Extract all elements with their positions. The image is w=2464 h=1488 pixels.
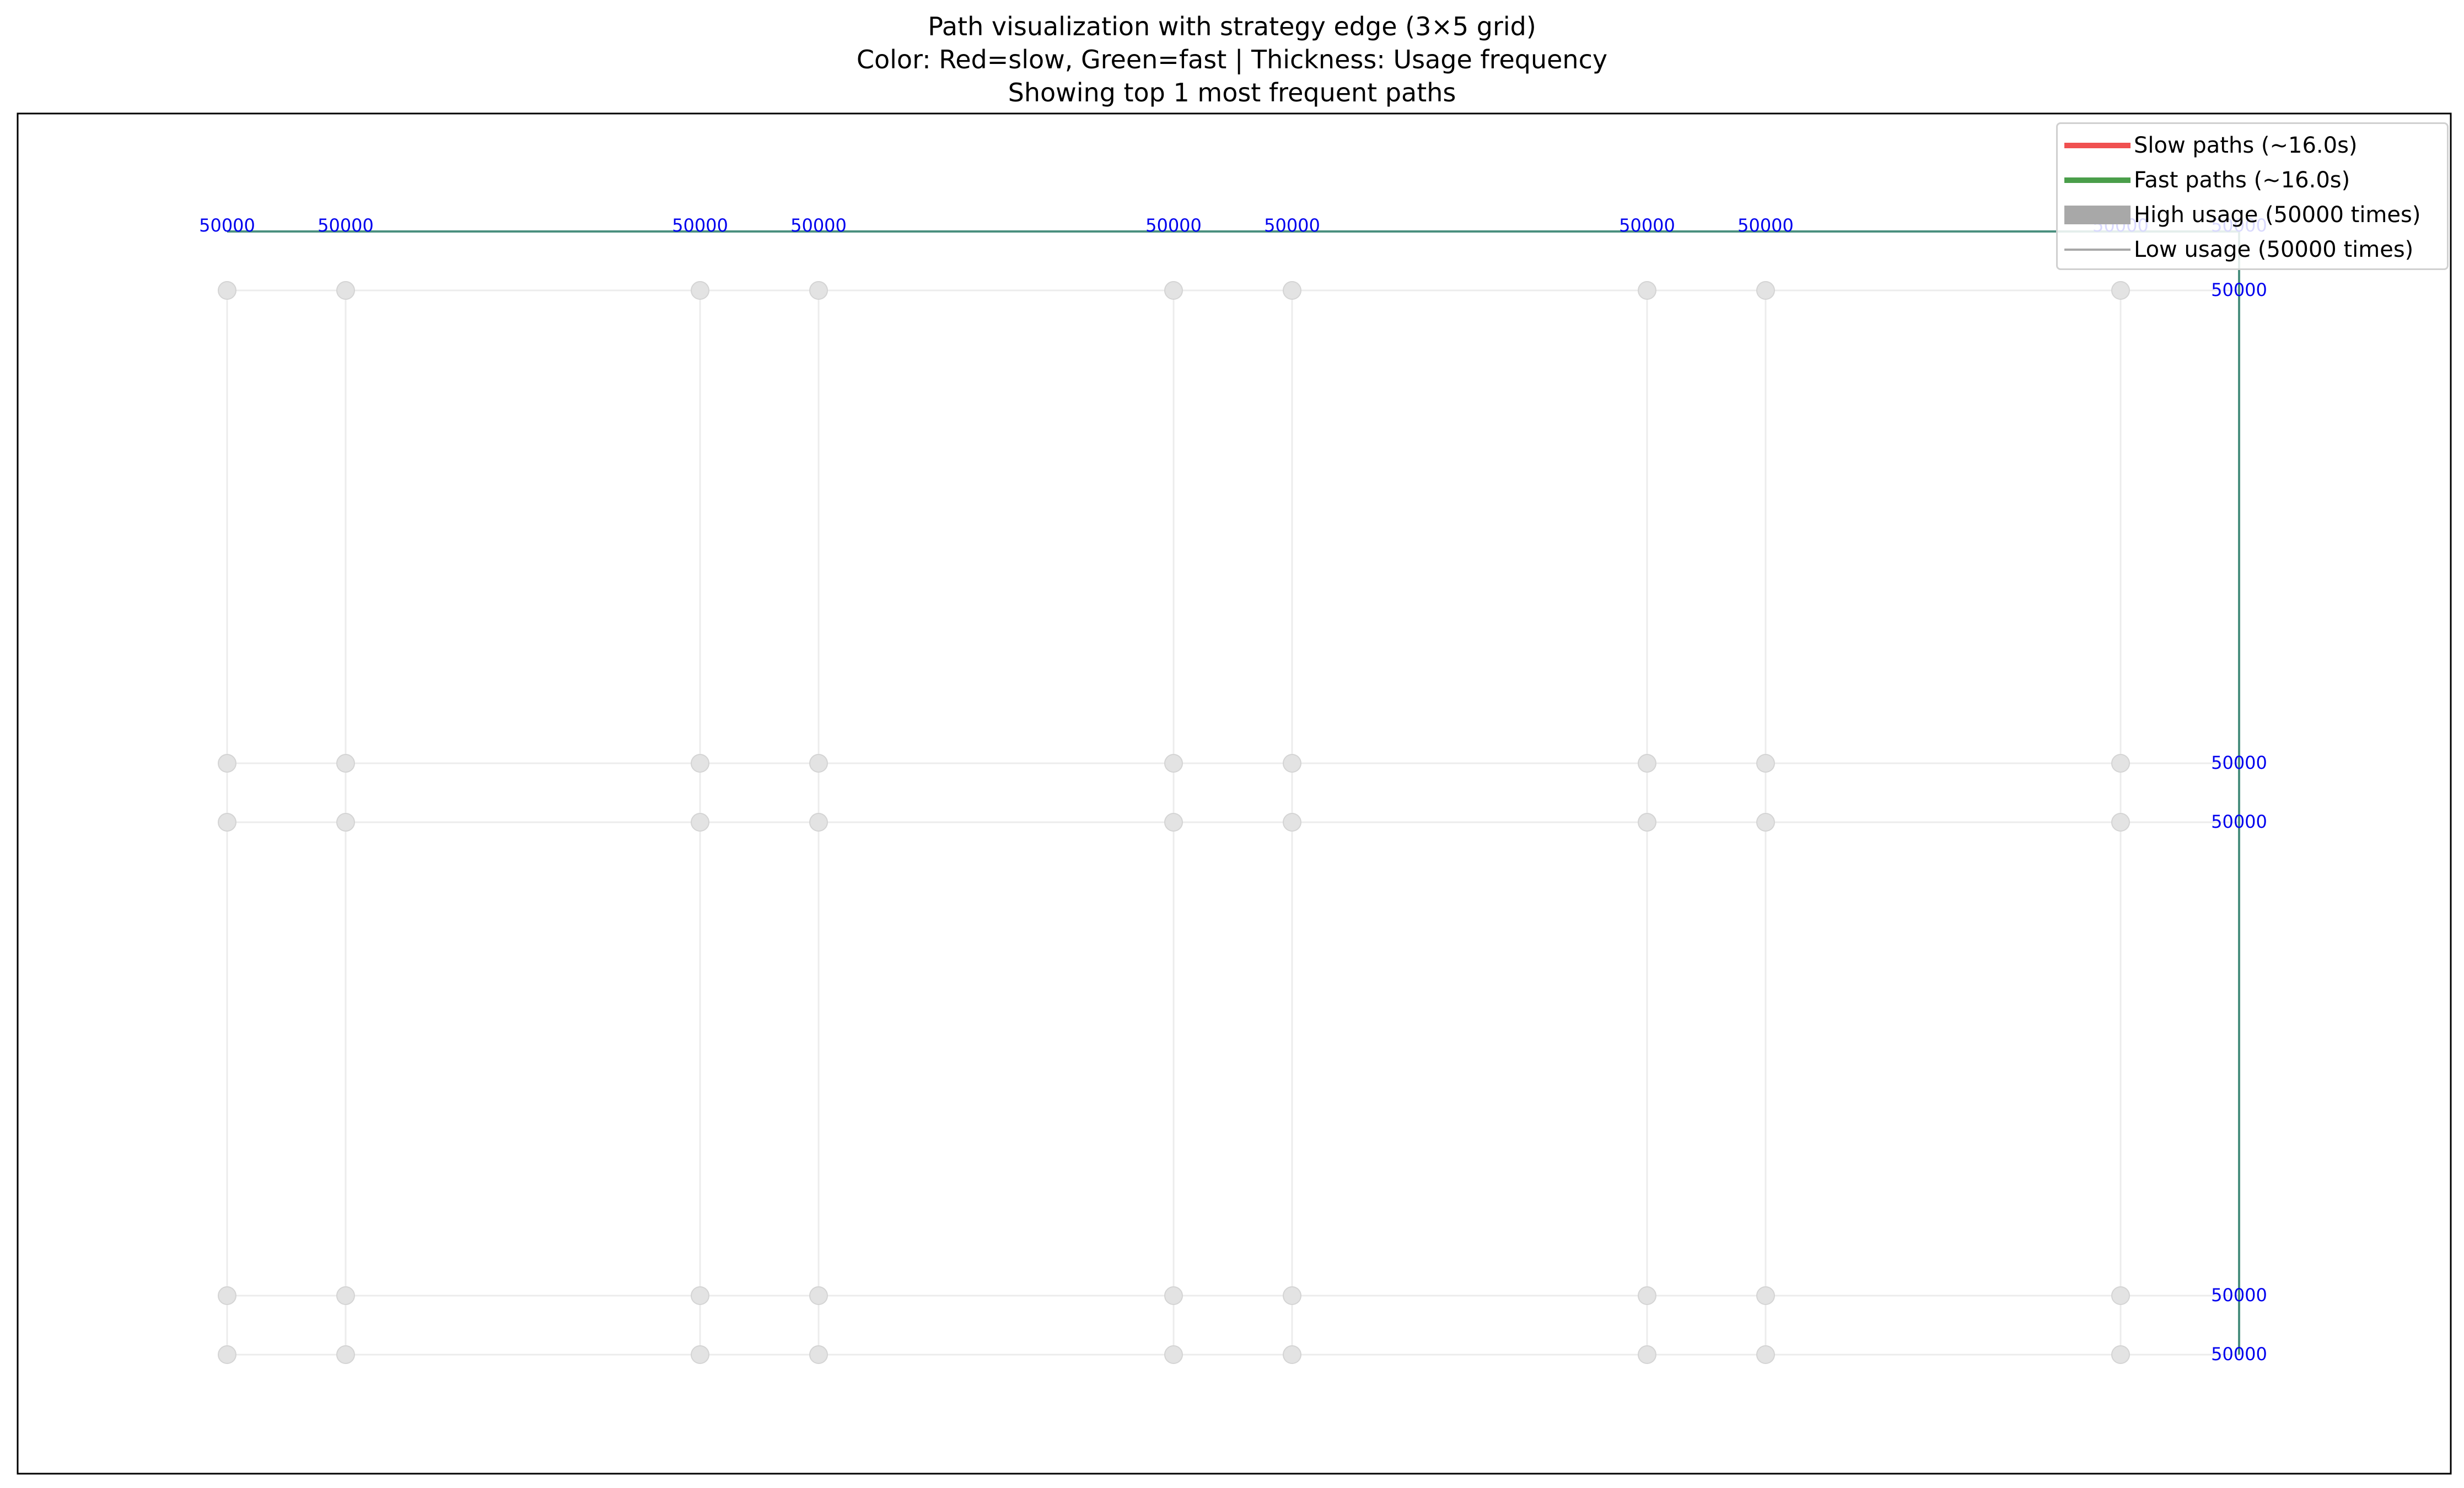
edge-label-top-2: 50000: [318, 215, 374, 236]
edge-label-right-4: 50000: [2211, 1285, 2267, 1306]
node-r2-c1: [218, 754, 236, 773]
legend-label-slow: Slow paths (~16.0s): [2134, 133, 2358, 158]
edge-label-top-7: 50000: [1619, 215, 1675, 236]
node-r1-c1: [218, 281, 236, 300]
legend-entry-high: High usage (50000 times): [2058, 198, 2447, 232]
legend-swatch-high: [2064, 206, 2131, 224]
node-r4-c3: [691, 1286, 709, 1305]
node-r1-c5: [1164, 281, 1183, 300]
grid-lines: [226, 289, 2239, 1356]
node-r3-c9: [2111, 813, 2130, 832]
edge-label-right-2: 50000: [2211, 752, 2267, 773]
node-r1-c8: [1756, 281, 1775, 300]
node-r5-c1: [218, 1345, 236, 1364]
node-r4-c4: [809, 1286, 828, 1305]
legend: Slow paths (~16.0s) Fast paths (~16.0s) Hi…: [2056, 122, 2449, 270]
title-line-3: Showing top 1 most frequent paths: [1008, 78, 1456, 107]
edge-label-top-8: 50000: [1737, 215, 1794, 236]
node-r5-c2: [336, 1345, 355, 1364]
title-line-2: Color: Red=slow, Green=fast | Thickness:…: [856, 45, 1608, 74]
edge-label-right-5: 50000: [2211, 1344, 2267, 1365]
node-r2-c9: [2111, 754, 2130, 773]
node-r3-c6: [1283, 813, 1301, 832]
legend-swatch-slow: [2064, 143, 2131, 148]
node-r4-c6: [1283, 1286, 1301, 1305]
edge-label-top-1: 50000: [199, 215, 255, 236]
legend-entry-low: Low usage (50000 times): [2058, 233, 2447, 267]
node-r5-c6: [1283, 1345, 1301, 1364]
node-r2-c3: [691, 754, 709, 773]
legend-label-high: High usage (50000 times): [2134, 202, 2421, 228]
node-r3-c4: [809, 813, 828, 832]
legend-label-low: Low usage (50000 times): [2134, 237, 2414, 262]
edge-label-right-3: 50000: [2211, 811, 2267, 832]
title-line-1: Path visualization with strategy edge (3…: [928, 12, 1536, 41]
legend-swatch-fast: [2064, 177, 2131, 183]
legend-swatch-low: [2064, 249, 2131, 251]
node-r1-c7: [1638, 281, 1656, 300]
frequent-path: [227, 230, 2240, 1355]
node-r3-c2: [336, 813, 355, 832]
node-r1-c2: [336, 281, 355, 300]
edge-label-top-3: 50000: [672, 215, 728, 236]
node-r1-c9: [2111, 281, 2130, 300]
node-r3-c3: [691, 813, 709, 832]
node-r5-c3: [691, 1345, 709, 1364]
node-r2-c5: [1164, 754, 1183, 773]
node-r5-c9: [2111, 1345, 2130, 1364]
node-r1-c4: [809, 281, 828, 300]
node-r4-c2: [336, 1286, 355, 1305]
chart-title: Path visualization with strategy edge (3…: [0, 10, 2464, 109]
node-r4-c8: [1756, 1286, 1775, 1305]
node-r3-c8: [1756, 813, 1775, 832]
node-r2-c6: [1283, 754, 1301, 773]
node-r2-c4: [809, 754, 828, 773]
node-r4-c5: [1164, 1286, 1183, 1305]
edge-usage-labels: 50000 50000 50000 50000 50000 50000 50000 50000…: [199, 215, 2267, 1365]
legend-entry-slow: Slow paths (~16.0s): [2058, 128, 2447, 163]
node-r1-c3: [691, 281, 709, 300]
node-r3-c7: [1638, 813, 1656, 832]
node-r5-c5: [1164, 1345, 1183, 1364]
node-r4-c9: [2111, 1286, 2130, 1305]
node-r5-c4: [809, 1345, 828, 1364]
edge-label-top-6: 50000: [1264, 215, 1320, 236]
grid-nodes: [218, 281, 2130, 1364]
node-r5-c8: [1756, 1345, 1775, 1364]
edge-label-right-1: 50000: [2211, 279, 2267, 300]
legend-label-fast: Fast paths (~16.0s): [2134, 168, 2350, 193]
node-r5-c7: [1638, 1345, 1656, 1364]
edge-label-top-4: 50000: [790, 215, 847, 236]
legend-entry-fast: Fast paths (~16.0s): [2058, 163, 2447, 197]
node-r2-c7: [1638, 754, 1656, 773]
node-r2-c2: [336, 754, 355, 773]
edge-label-top-5: 50000: [1145, 215, 1202, 236]
node-r3-c5: [1164, 813, 1183, 832]
plot-frame: [17, 112, 2452, 1475]
node-r2-c8: [1756, 754, 1775, 773]
node-r1-c6: [1283, 281, 1301, 300]
node-r4-c7: [1638, 1286, 1656, 1305]
node-r3-c1: [218, 813, 236, 832]
node-r4-c1: [218, 1286, 236, 1305]
